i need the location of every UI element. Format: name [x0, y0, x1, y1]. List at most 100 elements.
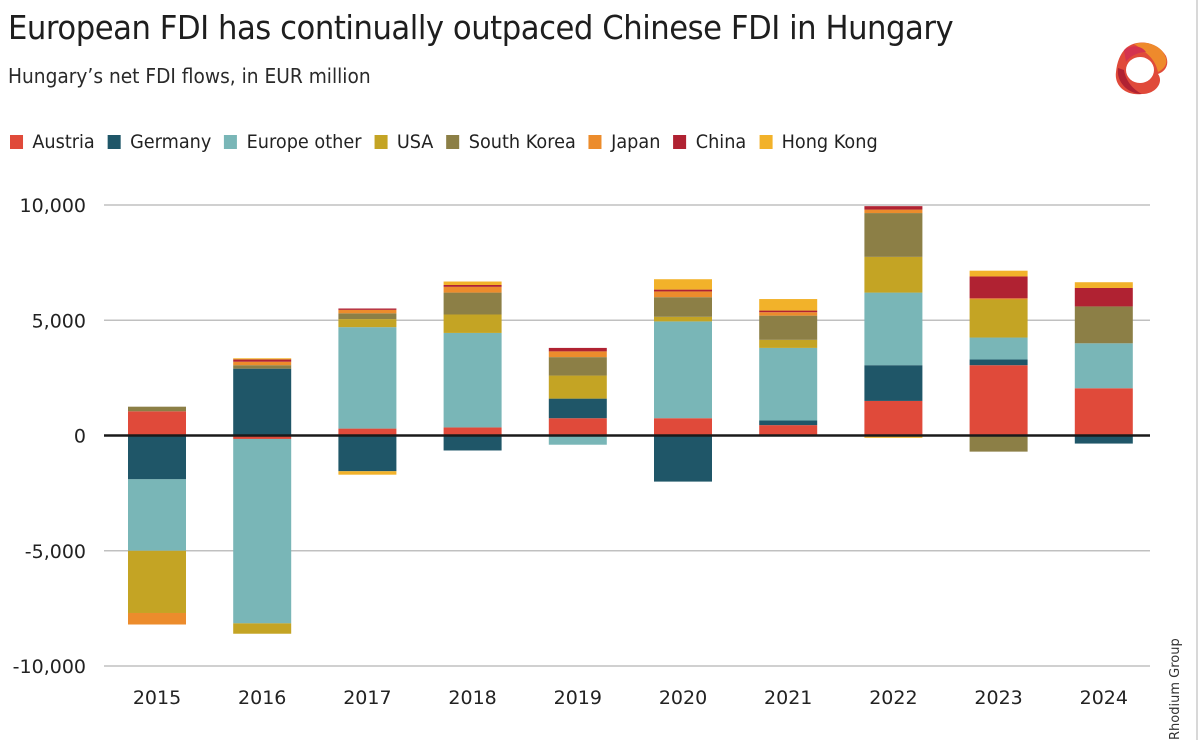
bar-segment-austria-2016	[233, 435, 292, 439]
legend-item-europe-other[interactable]: Europe other	[224, 131, 361, 153]
legend-swatch-germany	[107, 135, 121, 149]
bar-segment-usa-2023	[969, 299, 1028, 338]
bar-segment-usa-2017	[338, 319, 397, 328]
x-tick-label: 2021	[764, 687, 812, 709]
bar-segment-south-korea-2017	[338, 313, 397, 320]
bar-segment-japan-2023	[969, 298, 1028, 300]
bar-segment-china-2017	[338, 308, 397, 310]
bar-stack-2024	[1074, 282, 1133, 444]
x-tick-label: 2020	[659, 687, 707, 709]
x-tick-label: 2024	[1080, 687, 1128, 709]
bar-stack-2018	[443, 281, 502, 451]
bar-segment-japan-2019	[548, 351, 607, 358]
bar-segment-europe-other-2021	[759, 347, 818, 421]
y-tick-label: 0	[74, 426, 86, 448]
bar-segment-europe-other-2018	[443, 332, 502, 428]
x-tick-label: 2019	[554, 687, 602, 709]
legend-label: Austria	[32, 131, 95, 153]
bar-segment-south-korea-2018	[443, 292, 502, 315]
x-tick-label: 2017	[343, 687, 391, 709]
bar-segment-south-korea-2023	[969, 435, 1028, 452]
bar-stack-2017	[338, 308, 397, 475]
bar-segment-south-korea-2016	[233, 365, 292, 369]
chart-title: European FDI has continually outpaced Ch…	[8, 8, 954, 47]
legend-item-china[interactable]: China	[673, 131, 746, 153]
bar-segment-hong-kong-2024	[1074, 282, 1133, 288]
bar-segment-europe-other-2024	[1074, 343, 1133, 389]
bar-segment-austria-2022	[864, 400, 923, 436]
legend-swatch-europe-other	[224, 135, 238, 149]
bar-segment-south-korea-2024	[1074, 306, 1133, 344]
legend-item-usa[interactable]: USA	[374, 131, 433, 153]
bar-segment-south-korea-2022	[864, 213, 923, 257]
bar-segment-hong-kong-2017	[338, 471, 397, 475]
legend-item-germany[interactable]: Germany	[107, 131, 212, 153]
bar-segment-japan-2020	[654, 291, 712, 298]
bar-segment-japan-2015	[128, 612, 186, 625]
legend-label: China	[695, 131, 747, 153]
bar-segment-china-2024	[1074, 287, 1133, 307]
bar-segment-china-2019	[548, 347, 607, 352]
bar-segment-japan-2017	[338, 309, 397, 314]
bar-segment-germany-2023	[969, 359, 1028, 366]
bar-segment-austria-2017	[338, 428, 397, 436]
x-tick-label: 2016	[238, 687, 286, 709]
bar-segment-usa-2021	[759, 339, 818, 348]
bar-segment-austria-2023	[969, 365, 1028, 436]
y-tick-label: -10,000	[13, 656, 86, 678]
bar-segment-germany-2024	[1074, 435, 1133, 444]
bar-segment-germany-2021	[759, 420, 818, 426]
bar-segment-austria-2019	[548, 418, 607, 436]
x-axis-ticks: 2015 2016 2017 2018 2019 2020 2021 2022 2023 2024	[133, 687, 1128, 709]
bar-segment-usa-2020	[654, 316, 712, 322]
bar-segment-germany-2015	[128, 435, 186, 480]
legend-label: Europe other	[246, 131, 362, 153]
legend-swatch-hong-kong	[759, 135, 773, 149]
y-tick-label: -5,000	[25, 541, 86, 563]
bar-segment-austria-2018	[443, 427, 502, 436]
bar-segment-china-2021	[759, 310, 818, 313]
bar-segment-germany-2022	[864, 365, 923, 401]
bar-segment-europe-other-2015	[128, 479, 186, 551]
bar-segment-usa-2018	[443, 314, 502, 333]
bar-segment-europe-other-2016	[233, 438, 292, 624]
bar-stack-2022	[864, 206, 923, 438]
legend-label: Germany	[130, 131, 212, 153]
bar-segment-south-korea-2020	[654, 297, 712, 317]
legend-item-south-korea[interactable]: South Korea	[446, 131, 576, 153]
bar-segment-japan-2021	[759, 312, 818, 316]
legend: Austria Germany Europe other USA South K…	[10, 131, 891, 153]
chart-subtitle: Hungary’s net FDI flows, in EUR million	[8, 64, 371, 88]
legend-item-hong-kong[interactable]: Hong Kong	[759, 131, 878, 153]
bar-segment-china-2023	[969, 276, 1028, 299]
bars	[128, 206, 1133, 634]
x-tick-label: 2015	[133, 687, 181, 709]
bar-segment-hong-kong-2018	[443, 281, 502, 285]
bar-segment-japan-2018	[443, 286, 502, 293]
legend-label: South Korea	[468, 131, 576, 153]
bar-segment-austria-2024	[1074, 388, 1133, 436]
bar-segment-china-2016	[233, 359, 292, 362]
legend-item-japan[interactable]: Japan	[588, 131, 660, 153]
bar-segment-south-korea-2015	[128, 406, 186, 412]
bar-segment-germany-2019	[548, 398, 607, 419]
bar-stack-2023	[969, 270, 1028, 452]
bar-segment-austria-2020	[654, 418, 712, 436]
bar-segment-hong-kong-2016	[233, 358, 292, 360]
bar-segment-south-korea-2019	[548, 357, 607, 376]
x-tick-label: 2018	[448, 687, 496, 709]
bar-segment-europe-other-2022	[864, 292, 923, 366]
legend-swatch-austria	[10, 135, 24, 149]
legend-swatch-south-korea	[446, 135, 460, 149]
bar-segment-usa-2015	[128, 550, 186, 613]
bar-stack-2015	[128, 406, 186, 625]
bar-segment-germany-2018	[443, 435, 502, 451]
bar-segment-china-2020	[654, 289, 712, 292]
bar-segment-germany-2020	[654, 435, 712, 482]
bar-stack-2019	[548, 347, 607, 445]
legend-swatch-usa	[374, 135, 388, 149]
bar-segment-hong-kong-2021	[759, 299, 818, 311]
legend-item-austria[interactable]: Austria	[10, 131, 95, 153]
bar-segment-europe-other-2023	[969, 337, 1028, 360]
bar-segment-hong-kong-2020	[654, 279, 712, 290]
